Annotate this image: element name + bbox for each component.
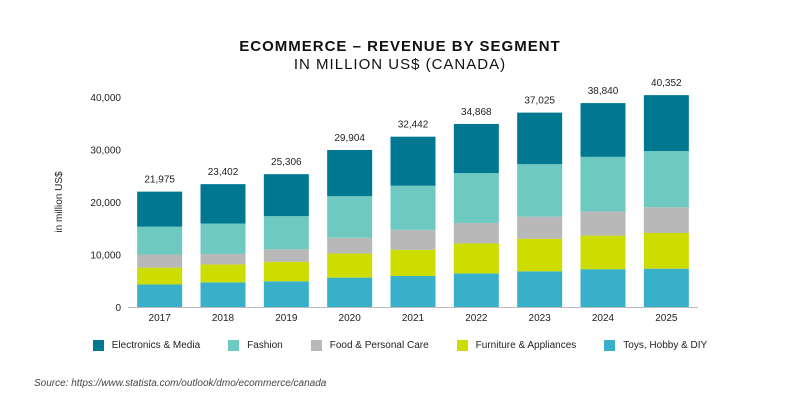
bar-total-label: 37,025 bbox=[524, 96, 555, 107]
bar-segment bbox=[643, 268, 689, 307]
bar-segment bbox=[263, 249, 309, 262]
chart-subtitle: IN MILLION US$ (CANADA) bbox=[293, 56, 507, 73]
chart-legend: Electronics & Media Fashion Food & Persona… bbox=[0, 340, 800, 351]
legend-item: Toys, Hobby & DIY bbox=[604, 340, 707, 351]
source-note: Source: https://www.statista.com/outlook… bbox=[34, 378, 327, 389]
bar-segment bbox=[200, 253, 246, 265]
bar-segment bbox=[137, 284, 183, 307]
y-tick-label: 20,000 bbox=[90, 198, 121, 209]
bar-segment bbox=[200, 184, 246, 224]
bar-total-label: 25,306 bbox=[271, 157, 302, 168]
bar-segment bbox=[263, 261, 309, 282]
bar-total-label: 40,352 bbox=[651, 78, 682, 89]
bar-segment bbox=[263, 174, 309, 217]
bar-segment bbox=[327, 253, 373, 278]
legend-item: Fashion bbox=[228, 340, 283, 351]
bar-total-label: 21,975 bbox=[144, 175, 175, 186]
bar-segment bbox=[643, 151, 689, 208]
y-tick-label: 10,000 bbox=[90, 251, 121, 262]
legend-label: Electronics & Media bbox=[111, 340, 201, 351]
bar-segment bbox=[453, 123, 499, 174]
bar-segment bbox=[580, 211, 626, 236]
x-tick-label: 2024 bbox=[592, 313, 615, 324]
bar-segment bbox=[643, 207, 689, 233]
legend-item: Food & Personal Care bbox=[310, 340, 429, 351]
bar-total-label: 29,904 bbox=[334, 133, 365, 144]
bar-segment bbox=[137, 254, 183, 268]
y-tick-label: 0 bbox=[115, 303, 121, 314]
bar-segment bbox=[390, 136, 436, 186]
y-axis-label: in million US$ bbox=[54, 171, 65, 233]
bar-segment bbox=[327, 277, 373, 307]
x-tick-label: 2022 bbox=[465, 313, 488, 324]
legend-label: Fashion bbox=[247, 340, 283, 351]
bar-segment bbox=[137, 226, 183, 255]
bar-segment bbox=[200, 282, 246, 307]
bar-segment bbox=[390, 249, 436, 277]
bar-segment bbox=[390, 229, 436, 250]
x-tick-label: 2018 bbox=[212, 313, 235, 324]
bar-segment bbox=[643, 95, 689, 152]
legend-label: Food & Personal Care bbox=[329, 340, 429, 351]
bar-segment bbox=[580, 269, 626, 307]
bar-segment bbox=[453, 173, 499, 223]
bar-segment bbox=[517, 238, 563, 272]
bar-segment bbox=[453, 223, 499, 244]
bar-segment bbox=[390, 276, 436, 307]
legend-swatch bbox=[228, 340, 240, 351]
legend-swatch bbox=[456, 340, 468, 351]
bar-segment bbox=[517, 164, 563, 217]
bar-segment bbox=[137, 191, 183, 227]
bar-segment bbox=[390, 185, 436, 230]
x-tick-label: 2020 bbox=[339, 313, 362, 324]
legend-swatch bbox=[310, 340, 322, 351]
bar-segment bbox=[263, 281, 309, 307]
y-tick-label: 40,000 bbox=[90, 93, 121, 104]
bar-segment bbox=[327, 150, 373, 197]
stacked-bar-chart: in million US$ 0 10,000 20,000 30,000 40,000 2… bbox=[54, 78, 698, 324]
bar-segment bbox=[137, 267, 183, 285]
bar-segment bbox=[327, 237, 373, 254]
bar-segment bbox=[517, 112, 563, 165]
bar-segment bbox=[327, 196, 373, 238]
legend-swatch bbox=[604, 340, 616, 351]
bar-total-label: 23,402 bbox=[208, 167, 239, 178]
legend-item: Electronics & Media bbox=[92, 340, 201, 351]
bar-segment bbox=[200, 264, 246, 283]
bar-segment bbox=[517, 271, 563, 307]
bar-segment bbox=[643, 232, 689, 269]
x-tick-label: 2023 bbox=[529, 313, 552, 324]
bar-segment bbox=[453, 273, 499, 307]
x-tick-label: 2021 bbox=[402, 313, 425, 324]
bar-segment bbox=[517, 216, 563, 239]
bar-segment bbox=[580, 235, 626, 270]
bar-total-label: 34,868 bbox=[461, 107, 492, 118]
bar-total-label: 38,840 bbox=[588, 86, 619, 97]
x-tick-label: 2019 bbox=[275, 313, 298, 324]
bar-total-label: 32,442 bbox=[398, 120, 429, 131]
legend-item: Furniture & Appliances bbox=[456, 340, 577, 351]
legend-swatch bbox=[92, 340, 104, 351]
legend-label: Toys, Hobby & DIY bbox=[623, 340, 708, 351]
bar-segment bbox=[580, 156, 626, 212]
legend-label: Furniture & Appliances bbox=[475, 340, 577, 351]
bar-segment bbox=[200, 223, 246, 254]
x-tick-label: 2017 bbox=[149, 313, 172, 324]
chart-title: ECOMMERCE – REVENUE BY SEGMENT bbox=[239, 38, 561, 55]
y-tick-label: 30,000 bbox=[90, 146, 121, 157]
x-tick-label: 2025 bbox=[655, 313, 678, 324]
bar-segment bbox=[263, 216, 309, 250]
bar-segment bbox=[453, 243, 499, 274]
bar-segment bbox=[580, 103, 626, 157]
